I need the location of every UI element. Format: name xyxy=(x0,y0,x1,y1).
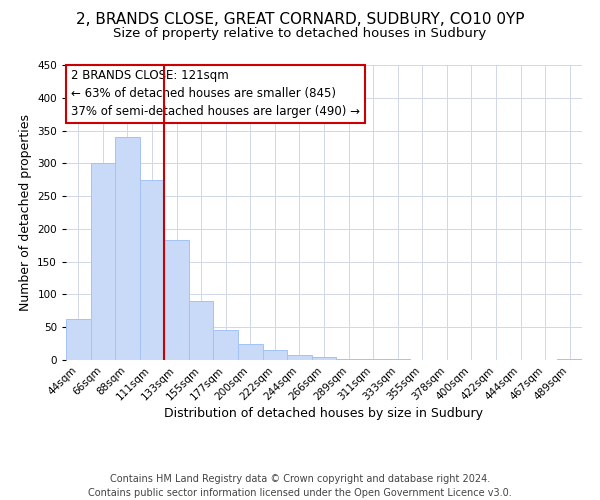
Bar xyxy=(91,162,115,360)
Bar xyxy=(214,330,238,360)
Bar xyxy=(557,358,582,360)
Text: 2, BRANDS CLOSE, GREAT CORNARD, SUDBURY, CO10 0YP: 2, BRANDS CLOSE, GREAT CORNARD, SUDBURY,… xyxy=(76,12,524,28)
Bar xyxy=(336,358,361,360)
Bar xyxy=(164,240,189,360)
Bar xyxy=(115,137,140,360)
Text: Size of property relative to detached houses in Sudbury: Size of property relative to detached ho… xyxy=(113,28,487,40)
X-axis label: Distribution of detached houses by size in Sudbury: Distribution of detached houses by size … xyxy=(164,408,484,420)
Bar xyxy=(287,355,312,360)
Bar xyxy=(238,344,263,360)
Y-axis label: Number of detached properties: Number of detached properties xyxy=(19,114,32,311)
Text: 2 BRANDS CLOSE: 121sqm
← 63% of detached houses are smaller (845)
37% of semi-de: 2 BRANDS CLOSE: 121sqm ← 63% of detached… xyxy=(71,70,360,118)
Bar xyxy=(312,358,336,360)
Bar xyxy=(263,350,287,360)
Bar xyxy=(66,320,91,360)
Bar xyxy=(140,180,164,360)
Bar xyxy=(189,301,214,360)
Text: Contains HM Land Registry data © Crown copyright and database right 2024.
Contai: Contains HM Land Registry data © Crown c… xyxy=(88,474,512,498)
